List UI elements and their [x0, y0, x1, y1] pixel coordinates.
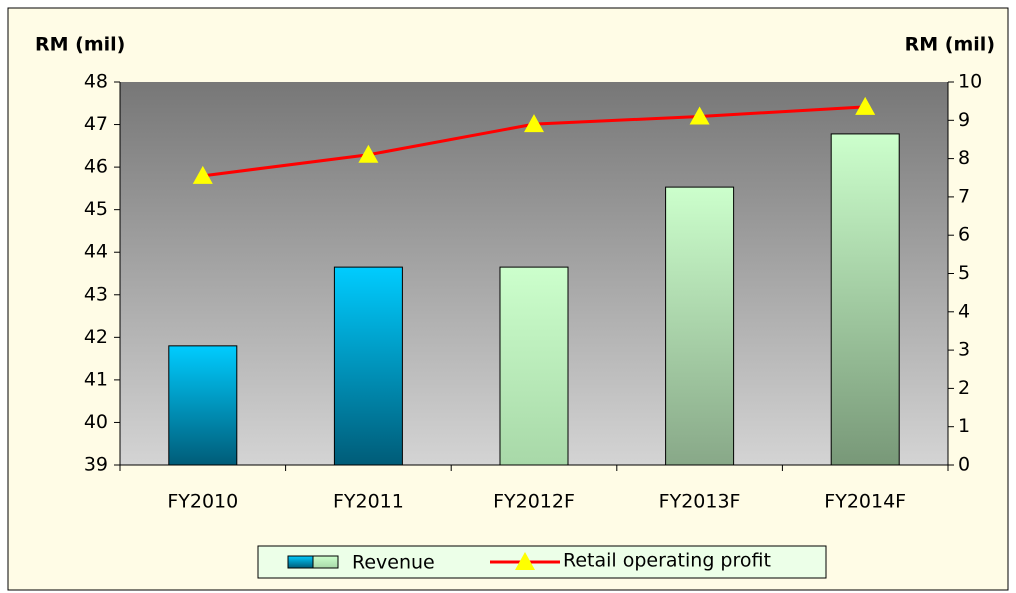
y-tick-label: 41	[84, 368, 108, 390]
legend-swatch	[312, 555, 339, 569]
y-tick-label: 40	[84, 411, 108, 433]
y2-tick-label: 2	[958, 377, 970, 399]
y-axis-label: RM (mil)	[35, 34, 125, 56]
marker	[689, 106, 710, 125]
legend-marker	[515, 552, 535, 570]
legend-label: Revenue	[352, 552, 435, 574]
y-tick-label: 45	[84, 198, 108, 220]
y2-tick-label: 8	[958, 147, 970, 169]
y2-tick-label: 9	[958, 109, 970, 131]
y-tick-label: 39	[84, 454, 108, 476]
y2-tick-label: 3	[958, 339, 970, 361]
y2-tick-label: 7	[958, 185, 970, 207]
x-tick-label: FY2010	[167, 491, 238, 513]
y-tick-label: 42	[84, 326, 108, 348]
y2-tick-label: 10	[958, 71, 982, 93]
y2-tick-label: 1	[958, 415, 970, 437]
y-tick-label: 47	[84, 113, 108, 135]
y-tick-label: 48	[84, 71, 108, 93]
bar	[499, 266, 569, 466]
bar	[665, 186, 735, 466]
marker	[524, 114, 544, 133]
x-tick-label: FY2013F	[659, 491, 741, 513]
y2-tick-label: 5	[958, 262, 970, 284]
marker	[855, 96, 876, 115]
y2-tick-label: 4	[958, 300, 970, 322]
legend-label: Retail operating profit	[563, 550, 771, 572]
y2-tick-label: 6	[958, 224, 970, 246]
x-tick-label: FY2011	[333, 491, 404, 513]
marker	[192, 165, 213, 184]
legend-swatch	[287, 555, 314, 569]
bar	[830, 133, 900, 466]
bar	[168, 345, 238, 466]
y2-tick-label: 0	[958, 454, 970, 476]
x-tick-label: FY2012F	[493, 491, 575, 513]
y2-axis-label: RM (mil)	[905, 34, 995, 56]
y-tick-label: 44	[84, 241, 108, 263]
y-tick-label: 43	[84, 283, 108, 305]
x-tick-label: FY2014F	[824, 491, 906, 513]
y-tick-label: 46	[84, 156, 108, 178]
bar	[333, 266, 403, 466]
marker	[358, 144, 379, 163]
